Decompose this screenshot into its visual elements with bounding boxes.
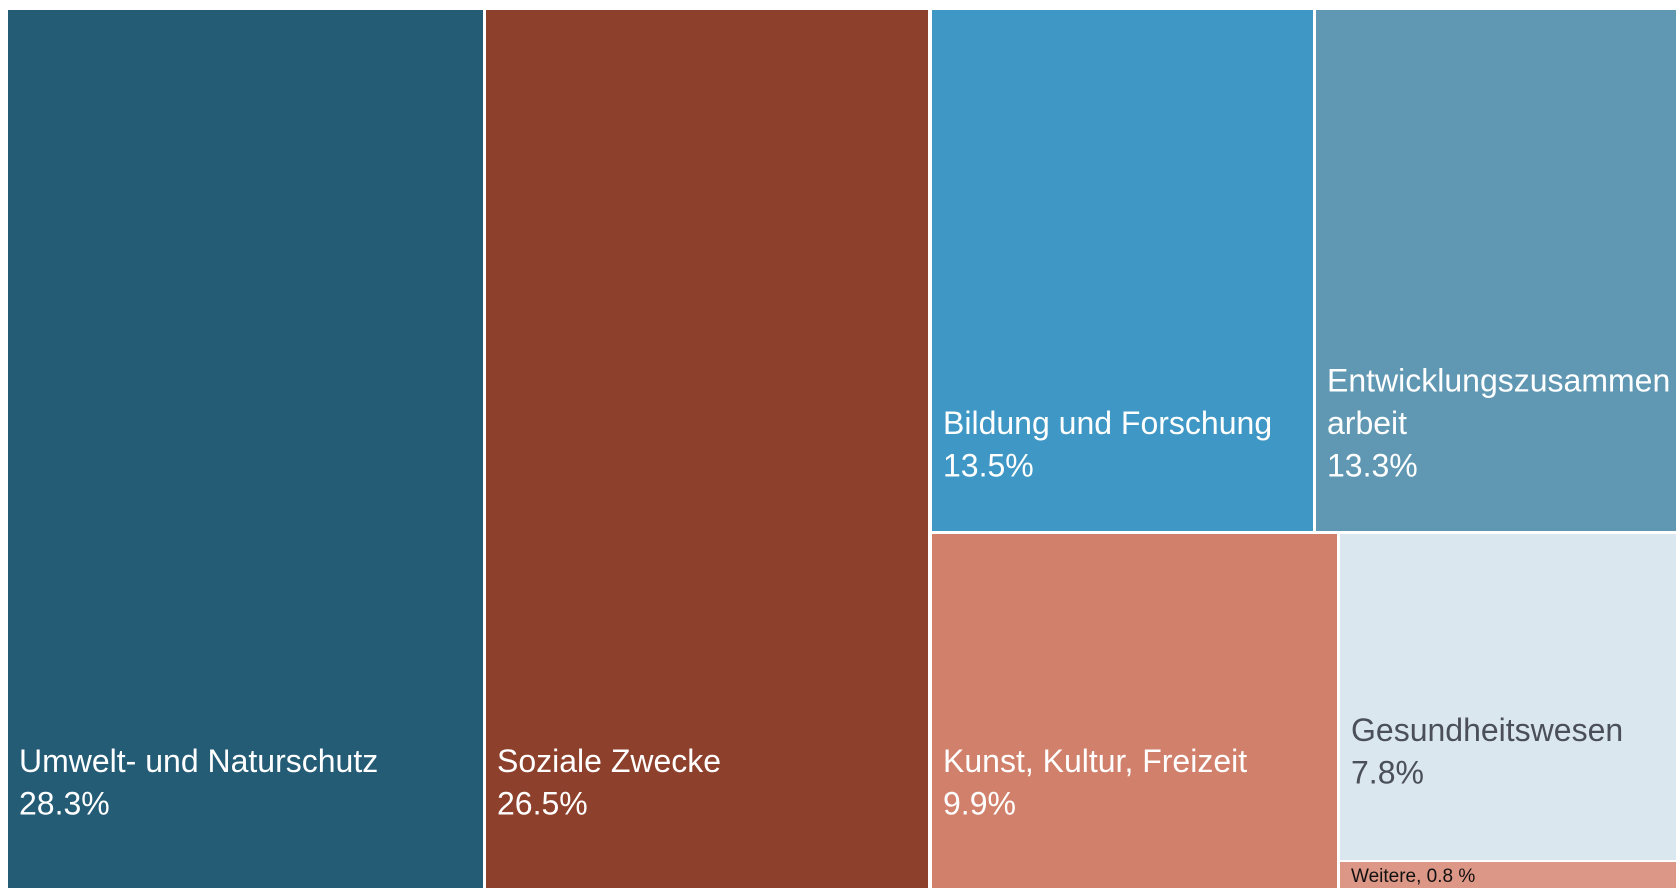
category-label: Soziale Zwecke [497,743,721,779]
tile [1316,10,1676,531]
value-label: 13.3% [1327,447,1418,483]
tile [486,10,928,888]
category-label: Entwicklungszusammen arbeit [1327,363,1670,441]
value-label: , 0.8 % [1416,866,1475,887]
value-label: 9.9% [943,785,1016,821]
tile [1340,862,1676,888]
category-line: Bildung und Forschung [943,405,1272,441]
category-line: Gesundheitswesen [1351,712,1623,748]
value-label: 28.3% [19,785,110,821]
category-label: Gesundheitswesen [1351,712,1623,748]
tile [932,534,1337,888]
value-label: 7.8% [1351,754,1424,790]
category-line: arbeit [1327,405,1407,441]
category-label: Kunst, Kultur, Freizeit [943,743,1247,779]
value-label: 13.5% [943,447,1034,483]
category-line: Soziale Zwecke [497,743,721,779]
tile [8,10,483,888]
category-label: Umwelt- und Naturschutz [19,743,378,779]
category-line: Umwelt- und Naturschutz [19,743,378,779]
tile [1340,534,1676,860]
category-label: Bildung und Forschung [943,405,1272,441]
value-label: 26.5% [497,785,588,821]
category-label: Weitere [1351,866,1416,887]
category-line: Kunst, Kultur, Freizeit [943,743,1247,779]
tile [932,10,1313,531]
category-line: Entwicklungszusammen [1327,363,1670,399]
tile-label: Weitere, 0.8 % [1351,866,1475,887]
